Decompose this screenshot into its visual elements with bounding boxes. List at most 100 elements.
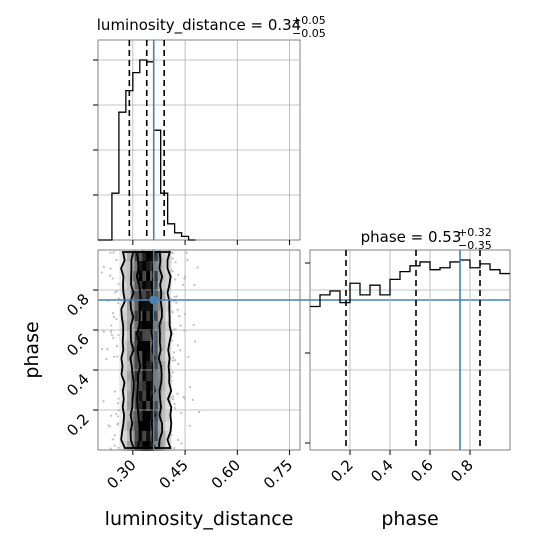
density-cell bbox=[146, 441, 153, 451]
density-cell bbox=[153, 401, 160, 411]
scatter-point bbox=[171, 270, 174, 273]
density-cell bbox=[130, 391, 137, 401]
scatter-point bbox=[109, 447, 112, 450]
phase-histogram-line bbox=[310, 259, 510, 308]
density-cell bbox=[127, 391, 134, 401]
density-cell bbox=[146, 301, 153, 311]
density-cell bbox=[153, 381, 160, 391]
luminosity-distance-title: luminosity_distance = 0.34 bbox=[97, 16, 301, 35]
density-cell bbox=[146, 391, 153, 401]
density-cell bbox=[146, 251, 153, 261]
density-cell bbox=[142, 361, 149, 371]
density-cell bbox=[142, 311, 149, 321]
density-cell bbox=[134, 321, 141, 331]
scatter-point bbox=[177, 438, 180, 441]
density-cell bbox=[153, 271, 160, 281]
density-cell bbox=[119, 391, 126, 401]
truth-point bbox=[149, 295, 159, 305]
density-cell bbox=[123, 441, 130, 451]
density-cell bbox=[127, 381, 134, 391]
scatter-point bbox=[176, 308, 179, 311]
scatter-point bbox=[115, 317, 118, 321]
scatter-point bbox=[100, 347, 104, 351]
density-cell bbox=[153, 351, 160, 361]
density-cell bbox=[127, 351, 134, 361]
density-cell bbox=[130, 321, 137, 331]
density-cell bbox=[138, 371, 145, 381]
density-cell bbox=[134, 311, 141, 321]
luminosity-distance-title-value: 0.34 bbox=[268, 16, 301, 34]
density-cell bbox=[138, 351, 145, 361]
density-cell bbox=[123, 331, 130, 341]
scatter-point bbox=[174, 407, 177, 410]
density-cell bbox=[142, 341, 149, 351]
density-cell bbox=[153, 251, 160, 261]
scatter-point bbox=[182, 395, 185, 399]
density-cell bbox=[161, 401, 168, 411]
scatter-point bbox=[191, 398, 194, 401]
density-cell bbox=[142, 251, 149, 261]
scatter-point bbox=[111, 312, 114, 315]
density-cell bbox=[153, 391, 160, 401]
x-tick-label: 0.75 bbox=[260, 456, 296, 492]
density-cell bbox=[165, 441, 172, 451]
density-cell bbox=[123, 351, 130, 361]
scatter-point bbox=[107, 424, 110, 427]
density-cell bbox=[161, 341, 168, 351]
density-cell bbox=[165, 411, 172, 421]
scatter-point bbox=[180, 442, 183, 445]
density-cell bbox=[130, 421, 137, 431]
scatter-point bbox=[117, 302, 120, 305]
density-cell bbox=[157, 321, 164, 331]
density-cell bbox=[123, 301, 130, 311]
density-cell bbox=[153, 301, 160, 311]
density-cell bbox=[161, 301, 168, 311]
scatter-point bbox=[173, 402, 176, 406]
density-cell bbox=[127, 401, 134, 411]
density-cell bbox=[130, 281, 137, 291]
scatter-point bbox=[185, 251, 188, 254]
scatter-point bbox=[115, 258, 118, 262]
density-contour bbox=[120, 251, 173, 449]
scatter-point bbox=[113, 434, 116, 437]
scatter-point bbox=[174, 261, 177, 264]
scatter-point bbox=[173, 446, 176, 450]
density-cell bbox=[146, 401, 153, 411]
density-cell bbox=[142, 321, 149, 331]
density-cell bbox=[161, 311, 168, 321]
scatter-point bbox=[188, 424, 191, 427]
density-cell bbox=[153, 311, 160, 321]
density-cell bbox=[138, 301, 145, 311]
x-tick-label: 0.6 bbox=[407, 456, 437, 486]
scatter-point bbox=[192, 323, 195, 327]
density-cell bbox=[123, 281, 130, 291]
density-cell bbox=[123, 391, 130, 401]
density-cell bbox=[130, 361, 137, 371]
density-cell bbox=[127, 421, 134, 431]
density-cell bbox=[130, 441, 137, 451]
scatter-point bbox=[173, 295, 176, 298]
luminosity-distance-histogram-panel: luminosity_distance = 0.34 +0.05 −0.05 bbox=[93, 14, 326, 245]
density-cell bbox=[119, 251, 126, 261]
scatter-point bbox=[114, 291, 117, 294]
density-cell bbox=[138, 361, 145, 371]
luminosity-distance-histogram-line bbox=[98, 59, 196, 241]
density-cell bbox=[142, 331, 149, 341]
density-cell bbox=[134, 291, 141, 301]
density-cell bbox=[157, 271, 164, 281]
scatter-point bbox=[109, 331, 112, 334]
density-cell bbox=[161, 361, 168, 371]
scatter-point bbox=[117, 397, 120, 400]
density-cell bbox=[161, 441, 168, 451]
density-cell bbox=[161, 421, 168, 431]
density-cell bbox=[130, 291, 137, 301]
density-cell bbox=[165, 381, 172, 391]
scatter-point bbox=[177, 363, 180, 366]
density-cell bbox=[165, 421, 172, 431]
density-cell bbox=[157, 411, 164, 421]
scatter-point bbox=[117, 422, 120, 425]
density-cell bbox=[134, 431, 141, 441]
y-tick-label: 0.2 bbox=[63, 410, 93, 440]
density-cell bbox=[134, 301, 141, 311]
scatter-point bbox=[188, 385, 191, 389]
